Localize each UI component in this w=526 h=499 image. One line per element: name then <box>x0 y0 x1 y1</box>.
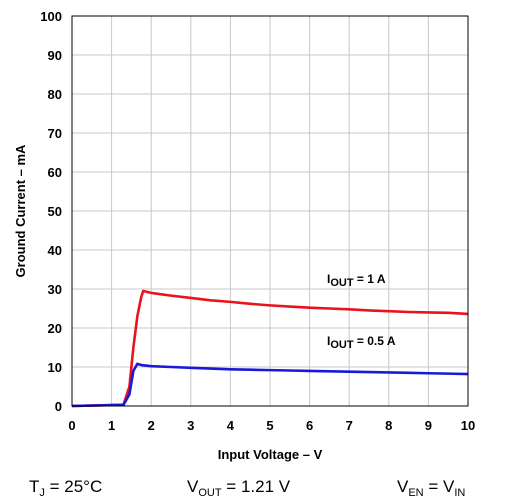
condition-vout: VOUT = 1.21 V <box>187 477 291 499</box>
y-tick-label-4: 40 <box>48 243 62 258</box>
series-line-0 <box>71 289 469 408</box>
x-tick-label-2: 2 <box>148 418 155 433</box>
y-tick-label-0: 0 <box>55 399 62 414</box>
x-tick-label-0: 0 <box>68 418 75 433</box>
condition-ven: VEN = VIN <box>397 477 465 499</box>
y-tick-label-3: 30 <box>48 282 62 297</box>
x-tick-label-8: 8 <box>385 418 392 433</box>
x-tick-label-6: 6 <box>306 418 313 433</box>
series-line-1 <box>71 362 469 408</box>
x-tick-label-1: 1 <box>108 418 115 433</box>
series-lines <box>71 289 469 408</box>
y-tick-labels: 0 10 20 30 40 50 60 70 80 90 100 <box>40 9 62 414</box>
x-tick-label-7: 7 <box>346 418 353 433</box>
series-label-0-5a: IOUT = 0.5 A <box>327 334 396 351</box>
y-tick-label-1: 10 <box>48 360 62 375</box>
y-tick-label-9: 90 <box>48 48 62 63</box>
condition-tj: TJ = 25°C <box>29 477 102 499</box>
x-tick-label-3: 3 <box>187 418 194 433</box>
x-tick-label-9: 9 <box>425 418 432 433</box>
y-tick-label-10: 100 <box>40 9 62 24</box>
y-tick-label-6: 60 <box>48 165 62 180</box>
x-tick-label-5: 5 <box>266 418 273 433</box>
x-tick-labels: 0 1 2 3 4 5 6 7 8 9 10 <box>68 418 475 433</box>
x-axis-title: Input Voltage – V <box>218 447 323 462</box>
y-tick-label-8: 80 <box>48 87 62 102</box>
plot-frame <box>71 15 469 407</box>
series-label-1a: IOUT = 1 A <box>327 272 386 289</box>
y-tick-label-5: 50 <box>48 204 62 219</box>
y-axis-title: Ground Current – mA <box>13 144 28 278</box>
x-tick-label-10: 10 <box>461 418 475 433</box>
y-tick-label-7: 70 <box>48 126 62 141</box>
y-tick-label-2: 20 <box>48 321 62 336</box>
x-tick-label-4: 4 <box>227 418 235 433</box>
